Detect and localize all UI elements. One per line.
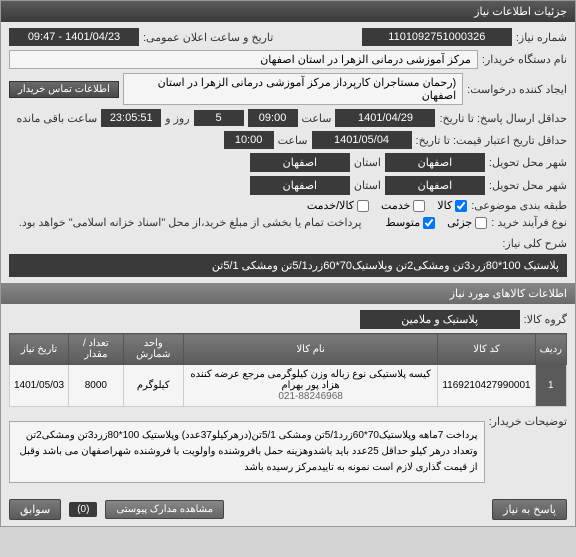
desc-bar: پلاستیک 100*80زرد3تن ومشکی2تن وپلاستیک70… — [9, 254, 567, 277]
row-purchase-type: نوع فرآیند خرید : جزئی متوسط پرداخت تمام… — [9, 216, 567, 229]
chk-service-wrap[interactable]: خدمت — [381, 199, 425, 212]
cell-phone: 021-88246968 — [188, 391, 433, 402]
row-plaque: طبقه بندی موضوعی: کالا خدمت کالا/خدمت — [9, 199, 567, 212]
chk-product[interactable] — [455, 200, 467, 212]
buyer-label: نام دستگاه خریدار: — [482, 53, 567, 66]
province-deliver-value: اصفهان — [250, 176, 350, 195]
items-table: ردیف کد کالا نام کالا واحد شمارش تعداد /… — [9, 333, 567, 407]
city-hold-label: شهر محل تحویل: — [489, 156, 567, 169]
chk-prodserv-label: کالا/خدمت — [307, 199, 354, 212]
contact-buyer-button[interactable]: اطلاعات تماس خریدار — [9, 81, 119, 98]
group-value: پلاستیک و ملامین — [360, 310, 520, 329]
chk-service[interactable] — [413, 200, 425, 212]
row-buyer: نام دستگاه خریدار: مرکز آموزشی درمانی ال… — [9, 50, 567, 69]
creator-label: ایجاد کننده درخواست: — [467, 83, 567, 96]
table-row[interactable]: 1 1169210427990001 کیسه پلاستیکی نوع زبا… — [10, 365, 567, 407]
city-hold-value: اصفهان — [385, 153, 485, 172]
time-label-2: ساعت — [278, 134, 308, 147]
cell-code: 1169210427990001 — [438, 365, 535, 407]
city-deliver-value: اصفهان — [385, 176, 485, 195]
th-code: کد کالا — [438, 334, 535, 365]
th-date: تاریخ نیاز — [10, 334, 69, 365]
plaque-checks: کالا خدمت کالا/خدمت — [307, 199, 467, 212]
days-count: 5 — [194, 110, 244, 126]
need-no-label: شماره نیاز: — [516, 31, 567, 44]
desc-label: شرح کلی نیاز: — [502, 237, 567, 250]
chk-service-label: خدمت — [381, 199, 410, 212]
payment-note: پرداخت تمام یا بخشی از مبلغ خرید،از محل … — [19, 216, 362, 229]
attachments-count: (0) — [69, 502, 97, 517]
panel-header: جزئیات اطلاعات نیاز — [1, 1, 575, 22]
cell-qty: 8000 — [69, 365, 124, 407]
th-qty: تعداد / مقدار — [69, 334, 124, 365]
time-label-1: ساعت — [302, 112, 332, 125]
attachments-button[interactable]: مشاهده مدارک پیوستی — [105, 500, 224, 519]
chk-prodserv-wrap[interactable]: کالا/خدمت — [307, 199, 369, 212]
cell-num: 1 — [535, 365, 566, 407]
chk-product-wrap[interactable]: کالا — [437, 199, 467, 212]
main-panel: جزئیات اطلاعات نیاز شماره نیاز: 11010927… — [0, 0, 576, 527]
province-label-2: استان — [354, 179, 381, 192]
purchase-type-label: نوع فرآیند خرید : — [491, 216, 567, 229]
row-group: گروه کالا: پلاستیک و ملامین — [9, 310, 567, 329]
price-valid-label: حداقل تاریخ اعتبار قیمت: تا تاریخ: — [416, 134, 567, 147]
panel-body: شماره نیاز: 1101092751000326 تاریخ و ساع… — [1, 22, 575, 283]
table-header-row: ردیف کد کالا نام کالا واحد شمارش تعداد /… — [10, 334, 567, 365]
plaque-label: طبقه بندی موضوعی: — [471, 199, 567, 212]
th-unit: واحد شمارش — [123, 334, 183, 365]
th-name: نام کالا — [183, 334, 437, 365]
th-row: ردیف — [535, 334, 566, 365]
history-button[interactable]: سوابق — [9, 499, 61, 520]
chk-medium-label: متوسط — [386, 216, 421, 229]
creator-value: (رحمان مستاجران کارپرداز مرکز آموزشی درم… — [123, 73, 463, 105]
section2-title: اطلاعات کالاهای مورد نیاز — [1, 283, 575, 304]
row-price-valid: حداقل تاریخ اعتبار قیمت: تا تاریخ: 1401/… — [9, 131, 567, 149]
section2-body: گروه کالا: پلاستیک و ملامین ردیف کد کالا… — [1, 304, 575, 493]
chk-prodserv[interactable] — [357, 200, 369, 212]
province-hold-value: اصفهان — [250, 153, 350, 172]
min-send-date: 1401/04/29 — [335, 109, 435, 127]
chk-small-wrap[interactable]: جزئی — [447, 216, 487, 229]
row-desc: شرح کلی نیاز: — [9, 237, 567, 250]
cell-unit: کیلوگرم — [123, 365, 183, 407]
chk-medium-wrap[interactable]: متوسط — [386, 216, 436, 229]
back-button[interactable]: پاسخ به نیاز — [492, 499, 567, 520]
chk-product-label: کالا — [437, 199, 452, 212]
row-notes: توضیحات خریدار: پرداخت 7ماهه وپلاستیک70*… — [9, 415, 567, 483]
city-deliver-label: شهر محل تحویل: — [489, 179, 567, 192]
cell-name-text: کیسه پلاستیکی نوع زباله وزن کیلوگرمی مرج… — [188, 369, 433, 391]
row-need-no: شماره نیاز: 1101092751000326 تاریخ و ساع… — [9, 28, 567, 46]
need-no-value: 1101092751000326 — [362, 28, 512, 46]
min-send-label: حداقل ارسال پاسخ: تا تاریخ: — [439, 112, 567, 125]
days-and: روز و — [165, 112, 189, 125]
footer: پاسخ به نیاز مشاهده مدارک پیوستی (0) سوا… — [1, 493, 575, 526]
min-send-time: 09:00 — [248, 109, 298, 127]
notes-box: پرداخت 7ماهه وپلاستیک70*60زرد5/1تن ومشکی… — [9, 421, 485, 483]
purchase-checks: جزئی متوسط — [386, 216, 488, 229]
notes-label: توضیحات خریدار: — [489, 415, 567, 428]
row-city-hold: شهر محل تحویل: اصفهان استان اصفهان — [9, 153, 567, 172]
row-min-send: حداقل ارسال پاسخ: تا تاریخ: 1401/04/29 س… — [9, 109, 567, 127]
panel-title: جزئیات اطلاعات نیاز — [474, 6, 567, 18]
row-city-deliver: شهر محل تحویل: اصفهان استان اصفهان — [9, 176, 567, 195]
chk-small-label: جزئی — [447, 216, 472, 229]
announce-date: 1401/04/23 - 09:47 — [9, 28, 139, 46]
chk-medium[interactable] — [423, 217, 435, 229]
cell-date: 1401/05/03 — [10, 365, 69, 407]
datetime-label: تاریخ و ساعت اعلان عمومی: — [143, 31, 273, 44]
cell-name: کیسه پلاستیکی نوع زباله وزن کیلوگرمی مرج… — [183, 365, 437, 407]
remaining-label: ساعت باقی مانده — [17, 112, 98, 125]
row-creator: ایجاد کننده درخواست: (رحمان مستاجران کار… — [9, 73, 567, 105]
price-valid-date: 1401/05/04 — [312, 131, 412, 149]
chk-small[interactable] — [475, 217, 487, 229]
countdown: 23:05:51 — [101, 109, 161, 127]
price-valid-time: 10:00 — [224, 131, 274, 149]
group-label: گروه کالا: — [524, 313, 567, 326]
buyer-value: مرکز آموزشی درمانی الزهرا در استان اصفها… — [9, 50, 478, 69]
province-label-1: استان — [354, 156, 381, 169]
